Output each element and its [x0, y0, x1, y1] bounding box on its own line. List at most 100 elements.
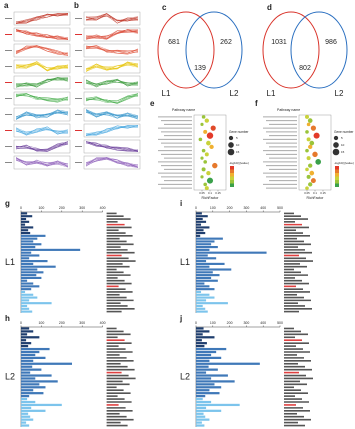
cluster-trace: [15, 143, 69, 152]
x-tick-label: 300: [243, 321, 249, 325]
cluster-frame: [83, 123, 141, 138]
bar: [196, 418, 210, 421]
bar: [21, 330, 34, 333]
cluster-trace: [85, 109, 139, 118]
cluster-trace: [85, 14, 139, 22]
bubble: [308, 182, 313, 187]
bar: [21, 389, 34, 392]
bar: [196, 409, 222, 412]
x-tick-label: 200: [227, 321, 233, 325]
bubble: [309, 170, 315, 176]
panel-label: f: [255, 99, 258, 108]
venn-count: 802: [299, 65, 311, 72]
bar: [196, 240, 215, 243]
cluster-trace: [15, 79, 69, 87]
bubble: [307, 118, 313, 123]
panel-label: b: [74, 1, 79, 10]
cluster-frame: [13, 91, 71, 106]
cluster-trace: [15, 141, 69, 151]
legend-title: -log10(Qvalue): [334, 161, 354, 165]
x-tick-label: 0.15: [215, 191, 221, 195]
bubble: [204, 118, 209, 123]
cluster-trace: [15, 13, 69, 23]
panel-label: h: [5, 314, 10, 323]
bar: [21, 212, 28, 215]
x-axis-label: RichFactor: [202, 196, 220, 200]
cluster-frame: [13, 11, 71, 26]
bubble: [209, 144, 214, 150]
bar: [21, 251, 32, 254]
bar: [196, 288, 215, 291]
x-tick-label: 0.1: [313, 191, 317, 195]
bubble: [305, 167, 309, 172]
panel-label: d: [267, 3, 272, 12]
bar: [21, 257, 30, 260]
bar: [21, 220, 30, 223]
bar: [196, 339, 202, 342]
bar: [196, 231, 206, 235]
bar: [196, 237, 223, 240]
bubble: [308, 163, 313, 168]
cluster-frame: [83, 27, 141, 42]
cluster-trace: [85, 79, 139, 87]
cluster-frame: [83, 11, 141, 26]
bar: [21, 310, 33, 313]
bar: [21, 276, 42, 279]
bar: [21, 304, 28, 308]
bubble: [203, 129, 208, 134]
bar: [196, 356, 222, 359]
cluster-trace: [15, 93, 69, 101]
cluster-trace: [15, 78, 69, 85]
cluster-trace: [85, 109, 139, 119]
x-tick-label: 0.1: [208, 191, 212, 195]
set-label: L1: [267, 89, 276, 98]
x-tick-label: 300: [243, 206, 249, 210]
cluster-trace: [85, 157, 139, 167]
bar: [21, 237, 38, 240]
bubble: [206, 132, 214, 139]
bar: [196, 333, 203, 336]
bar: [196, 282, 205, 285]
color-key: [230, 183, 234, 187]
bar: [196, 226, 210, 229]
bar: [196, 380, 235, 383]
bar: [196, 353, 212, 357]
bar: [21, 380, 58, 383]
cluster-trace: [85, 62, 139, 70]
cluster-trace: [85, 29, 139, 39]
bubble: [200, 122, 204, 126]
venn-left: [157, 11, 215, 89]
size-key-label: 10: [341, 143, 345, 147]
bar: [196, 350, 217, 354]
cluster-frame: [83, 59, 141, 74]
color-key: [335, 169, 339, 173]
bar: [21, 415, 31, 418]
bubble: [310, 125, 316, 131]
bar: [21, 246, 36, 249]
bar: [196, 336, 215, 339]
cluster-trace: [15, 77, 69, 86]
bar: [21, 307, 30, 310]
bubble: [306, 137, 311, 142]
bar: [21, 383, 40, 386]
size-key: [332, 148, 340, 156]
bar: [196, 359, 210, 362]
x-tick-label: 0.15: [320, 191, 326, 195]
color-key: [335, 176, 339, 180]
bar: [21, 265, 56, 268]
size-key: [228, 142, 234, 148]
bar: [21, 234, 46, 237]
cluster-trace: [15, 61, 69, 69]
bar: [21, 296, 38, 299]
size-key-label: 15: [341, 150, 345, 154]
cluster-trace: [15, 62, 69, 71]
bar: [21, 279, 28, 282]
bar: [196, 268, 232, 271]
cluster-trace: [15, 45, 69, 55]
cluster-frame: [83, 75, 141, 90]
cluster-frame: [83, 107, 141, 122]
bar: [21, 412, 29, 415]
panel-label: e: [150, 99, 155, 108]
bar: [196, 421, 202, 424]
bar: [196, 243, 212, 246]
